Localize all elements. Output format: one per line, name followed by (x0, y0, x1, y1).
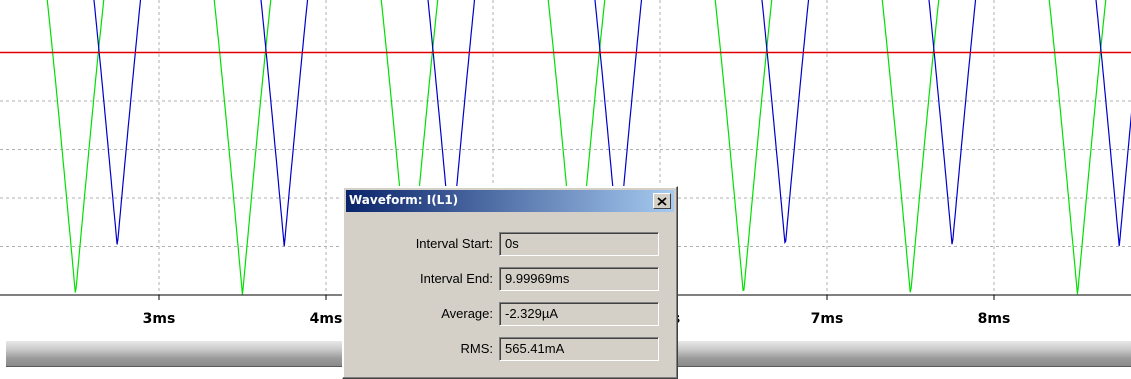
rms-field[interactable]: 565.41mA (499, 337, 659, 361)
dialog-title-bar[interactable]: Waveform: I(L1) (346, 190, 674, 212)
interval-end-label: Interval End: (420, 271, 493, 286)
x-tick-label: 8ms (978, 311, 1011, 327)
dialog-title: Waveform: I(L1) (349, 193, 459, 207)
average-field[interactable]: -2.329µA (499, 302, 659, 326)
close-icon (657, 196, 667, 206)
average-row: Average: -2.329µA (343, 302, 679, 326)
waveform-dialog: Waveform: I(L1) Interval Start: 0s Inter… (342, 186, 678, 379)
interval-end-field[interactable]: 9.99969ms (499, 267, 659, 291)
x-tick-label: 3ms (143, 311, 176, 327)
close-button[interactable] (653, 193, 671, 209)
interval-end-row: Interval End: 9.99969ms (343, 267, 679, 291)
interval-start-field[interactable]: 0s (499, 232, 659, 256)
trace-blue (93, 0, 1131, 247)
trace-green (46, 0, 1107, 295)
x-tick-label: 7ms (811, 311, 844, 327)
interval-start-row: Interval Start: 0s (343, 232, 679, 256)
rms-label: RMS: (460, 341, 494, 356)
x-tick-label: 4ms (310, 311, 343, 327)
rms-row: RMS: 565.41mA (343, 337, 679, 361)
average-label: Average: (441, 306, 493, 321)
interval-start-label: Interval Start: (415, 236, 493, 251)
